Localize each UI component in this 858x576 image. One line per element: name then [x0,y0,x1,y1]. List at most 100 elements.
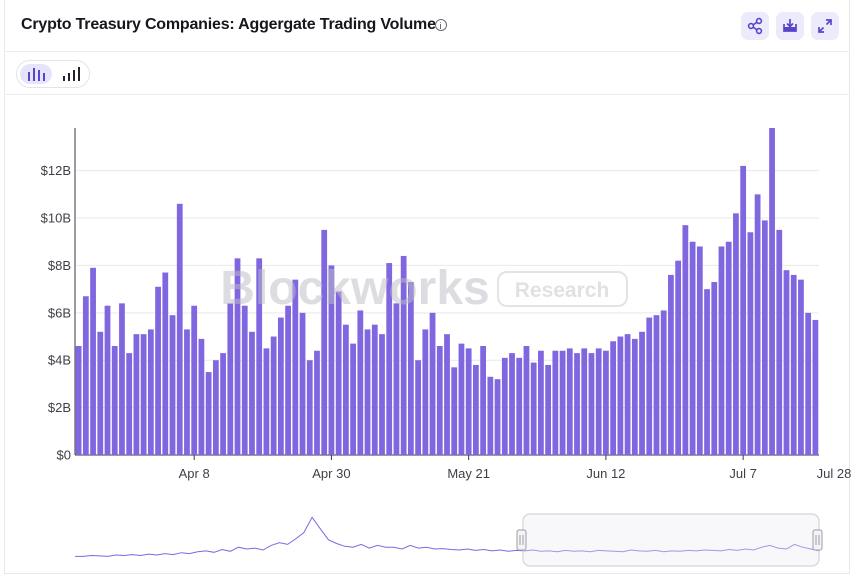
bar[interactable] [725,241,732,455]
bar[interactable] [776,229,783,455]
bar[interactable] [162,272,169,455]
bar[interactable] [718,246,725,455]
bar[interactable] [227,303,234,455]
bar[interactable] [545,364,552,455]
bar[interactable] [682,225,689,455]
bar[interactable] [82,296,89,455]
bar[interactable] [704,289,710,455]
bar[interactable] [306,360,313,455]
bar[interactable] [249,331,255,455]
bar[interactable] [407,282,414,455]
bar[interactable] [711,282,718,455]
bar[interactable] [270,336,277,455]
bar[interactable] [393,303,400,455]
bar[interactable] [509,353,515,455]
bar[interactable] [371,324,378,455]
bar[interactable] [675,260,682,455]
bar[interactable] [277,317,284,455]
bar[interactable] [140,334,147,455]
bar[interactable] [689,241,696,455]
bar[interactable] [783,270,790,455]
bar[interactable] [342,324,349,455]
bar[interactable] [169,315,176,455]
bar[interactable] [205,372,212,455]
bar[interactable] [241,305,248,455]
bar[interactable] [350,343,356,455]
bar[interactable] [631,338,638,455]
bar[interactable] [733,213,739,455]
bar[interactable] [386,263,393,455]
info-icon[interactable] [435,19,447,31]
bar[interactable] [451,367,458,455]
bar[interactable] [487,376,494,455]
bar[interactable] [104,305,111,455]
bar[interactable] [566,348,573,455]
bar[interactable] [299,312,306,455]
bar[interactable] [212,360,219,455]
navigator-selection-window[interactable] [522,513,820,567]
bar[interactable] [328,265,335,455]
bar[interactable] [147,329,154,455]
bar[interactable] [155,286,161,455]
bar[interactable] [90,267,96,455]
bar[interactable] [263,348,270,455]
bar[interactable] [379,334,385,455]
bar[interactable] [538,350,544,455]
bar[interactable] [740,165,747,455]
bar[interactable] [790,274,797,455]
bar[interactable] [552,350,559,455]
bar[interactable] [321,229,328,455]
bar[interactable] [285,305,291,455]
bar[interactable] [292,279,299,455]
bar[interactable] [812,319,819,455]
download-button[interactable] [776,12,804,40]
bar[interactable] [429,312,436,455]
bar[interactable] [603,350,609,455]
bar[interactable] [458,343,465,455]
bar[interactable] [191,305,198,455]
bar-view-toggle[interactable] [20,64,52,84]
bar[interactable] [624,334,631,455]
bar[interactable] [798,279,804,455]
bar[interactable] [444,334,450,455]
expand-button[interactable] [811,12,839,40]
bar[interactable] [646,317,653,455]
bar[interactable] [119,303,125,455]
bar[interactable] [581,348,588,455]
bar[interactable] [530,362,537,455]
bar[interactable] [559,350,566,455]
bar[interactable] [357,310,364,455]
bar[interactable] [494,379,501,455]
bar[interactable] [97,331,104,455]
share-button[interactable] [741,12,769,40]
bar[interactable] [111,346,118,455]
bar[interactable] [422,329,429,455]
bar[interactable] [639,331,645,455]
bar[interactable] [473,364,479,455]
bar[interactable] [480,346,487,455]
bar[interactable] [595,348,602,455]
bar[interactable] [198,338,205,455]
bar[interactable] [805,312,812,455]
bar[interactable] [754,194,761,455]
bar[interactable] [234,258,241,455]
bar[interactable] [415,360,421,455]
bar[interactable] [610,341,617,455]
bar[interactable] [364,329,371,455]
bar[interactable] [465,348,472,455]
bar[interactable] [747,232,754,455]
bar[interactable] [501,357,508,455]
cumulative-view-toggle[interactable] [55,64,87,84]
bar[interactable] [516,357,523,455]
bar[interactable] [126,353,133,455]
bar[interactable] [617,336,624,455]
bar[interactable] [75,346,82,455]
bar[interactable] [314,350,320,455]
bar[interactable] [523,346,530,455]
bar[interactable] [588,353,595,455]
bar[interactable] [256,258,263,455]
bar[interactable] [660,310,667,455]
bar[interactable] [769,128,775,455]
bar[interactable] [696,246,703,455]
navigator-right-handle[interactable] [812,529,823,551]
